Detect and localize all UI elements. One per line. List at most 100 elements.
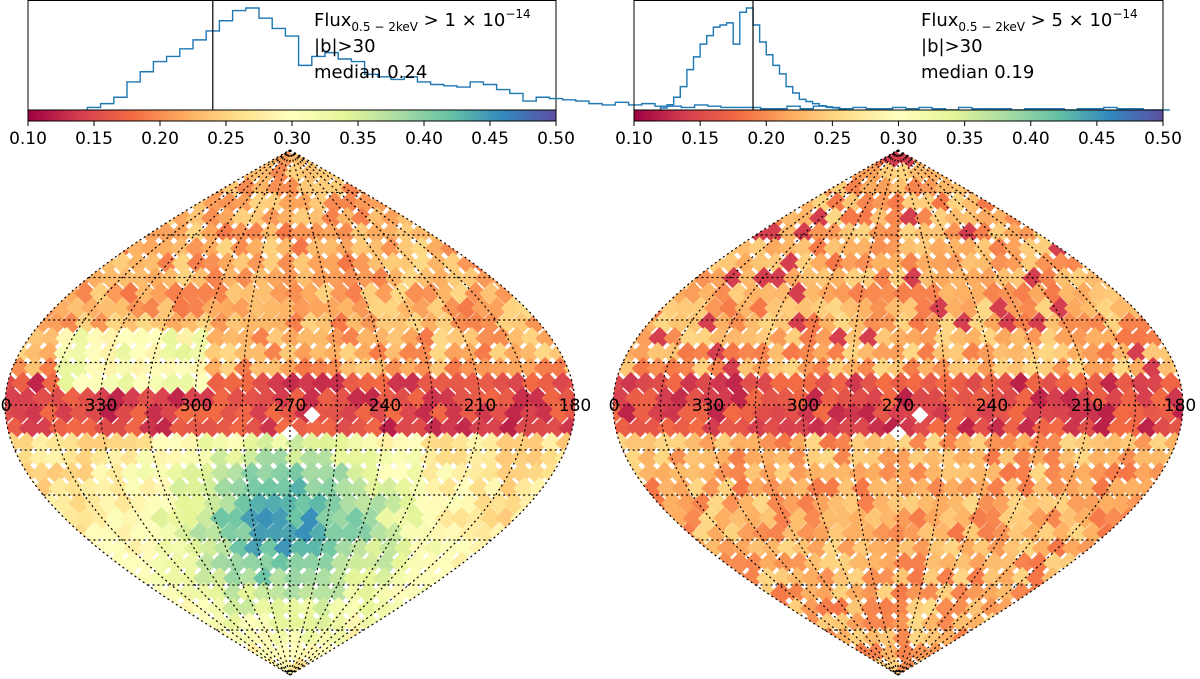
- map-pixel: [281, 581, 305, 605]
- map-pixel: [781, 341, 805, 365]
- map-pixel: [863, 551, 886, 575]
- map-pixel: [375, 461, 399, 485]
- map-pixel: [1023, 326, 1047, 350]
- map-pixel: [937, 446, 961, 470]
- map-pixel: [852, 221, 876, 245]
- colorbar-tick-label: 0.10: [9, 129, 47, 149]
- map-pixel: [938, 461, 962, 485]
- map-pixel: [356, 581, 380, 605]
- map-pixel: [918, 326, 942, 350]
- map-pixel: [255, 431, 279, 455]
- map-pixel: [893, 551, 916, 575]
- map-pixel: [974, 251, 998, 275]
- map-pixel: [443, 341, 467, 365]
- map-pixel: [1132, 506, 1156, 530]
- map-pixel: [558, 416, 575, 440]
- map-pixel: [278, 341, 302, 365]
- map-pixel: [195, 461, 219, 485]
- map-pixel: [331, 641, 355, 665]
- map-pixel: [874, 596, 898, 620]
- map-pixel: [1032, 236, 1056, 260]
- map-pixel: [836, 416, 860, 440]
- map-pixel: [762, 236, 786, 260]
- map-pixel: [815, 566, 839, 590]
- map-pixel: [983, 431, 1007, 455]
- map-pixel: [141, 251, 165, 275]
- colorbar-tick-label: 0.45: [1078, 129, 1116, 149]
- map-pixel: [68, 491, 92, 515]
- map-pixel: [327, 611, 351, 635]
- map-pixel: [878, 461, 902, 485]
- meridian: [659, 149, 899, 676]
- map-pixel: [1006, 341, 1030, 365]
- map-pixel: [270, 461, 294, 485]
- map-pixel: [920, 566, 944, 590]
- map-pixel: [435, 551, 458, 575]
- map-pixel: [273, 536, 297, 560]
- colorbar-tick-label: 0.50: [1144, 129, 1182, 149]
- map-pixel: [1073, 461, 1097, 485]
- map-pixel: [728, 461, 752, 485]
- map-pixel: [904, 581, 928, 605]
- map-pixel: [683, 431, 707, 455]
- map-pixel: [165, 431, 189, 455]
- map-pixel: [646, 341, 670, 365]
- map-pixel: [404, 446, 428, 470]
- map-pixel: [907, 446, 931, 470]
- map-pixel: [1040, 566, 1064, 590]
- lon-label: 210: [464, 396, 496, 416]
- map-pixel: [784, 581, 808, 605]
- map-pixel: [175, 326, 199, 350]
- map-pixel: [400, 326, 424, 350]
- map-pixel: [149, 446, 173, 470]
- map-pixel: [1087, 446, 1111, 470]
- map-pixel: [935, 611, 959, 635]
- map-pixel: [736, 341, 760, 365]
- lon-label: 270: [882, 396, 914, 416]
- map-pixel: [255, 551, 278, 575]
- map-pixel: [638, 431, 662, 455]
- map-pixel: [907, 626, 931, 650]
- map-pixel: [420, 431, 444, 455]
- map-pixel: [725, 566, 749, 590]
- map-pixel: [168, 416, 192, 440]
- map-pixel: [345, 551, 368, 575]
- map-pixel: [423, 416, 447, 440]
- map-pixel: [271, 641, 295, 665]
- map-pixel: [420, 551, 443, 575]
- map-pixel: [503, 341, 527, 365]
- map-pixel: [540, 431, 564, 455]
- map-pixel: [863, 461, 887, 485]
- map-pixel: [691, 341, 715, 365]
- map-pixel: [528, 416, 552, 440]
- map-pixel: [869, 251, 893, 275]
- map-pixel: [929, 251, 953, 275]
- map-pixel: [297, 611, 321, 635]
- map-pixel: [926, 416, 950, 440]
- map-pixel: [111, 251, 135, 275]
- map-pixel: [342, 611, 366, 635]
- map-pixel: [862, 446, 886, 470]
- map-pixel: [363, 536, 387, 560]
- map-pixel: [198, 416, 222, 440]
- map-pixel: [381, 251, 405, 275]
- left-histogram: Flux0.5 − 2keV > 1 × 10−14 |b|>30 median…: [27, 0, 1170, 111]
- map-pixel: [953, 431, 977, 455]
- map-pixel: [671, 416, 695, 440]
- map-pixel: [1147, 446, 1171, 470]
- map-pixel: [258, 416, 282, 440]
- map-pixel: [965, 611, 989, 635]
- right-colorbar-bar: [633, 109, 1164, 122]
- map-pixel: [33, 416, 57, 440]
- map-pixel: [908, 431, 932, 455]
- map-pixel: [877, 161, 901, 185]
- map-pixel: [1151, 476, 1175, 500]
- map-pixel: [282, 611, 306, 635]
- meridian: [897, 149, 947, 676]
- map-pixel: [899, 251, 923, 275]
- map-pixel: [38, 341, 62, 365]
- lon-label: 0: [609, 396, 620, 416]
- map-pixel: [104, 446, 128, 470]
- map-pixel: [288, 536, 312, 560]
- map-pixel: [321, 251, 345, 275]
